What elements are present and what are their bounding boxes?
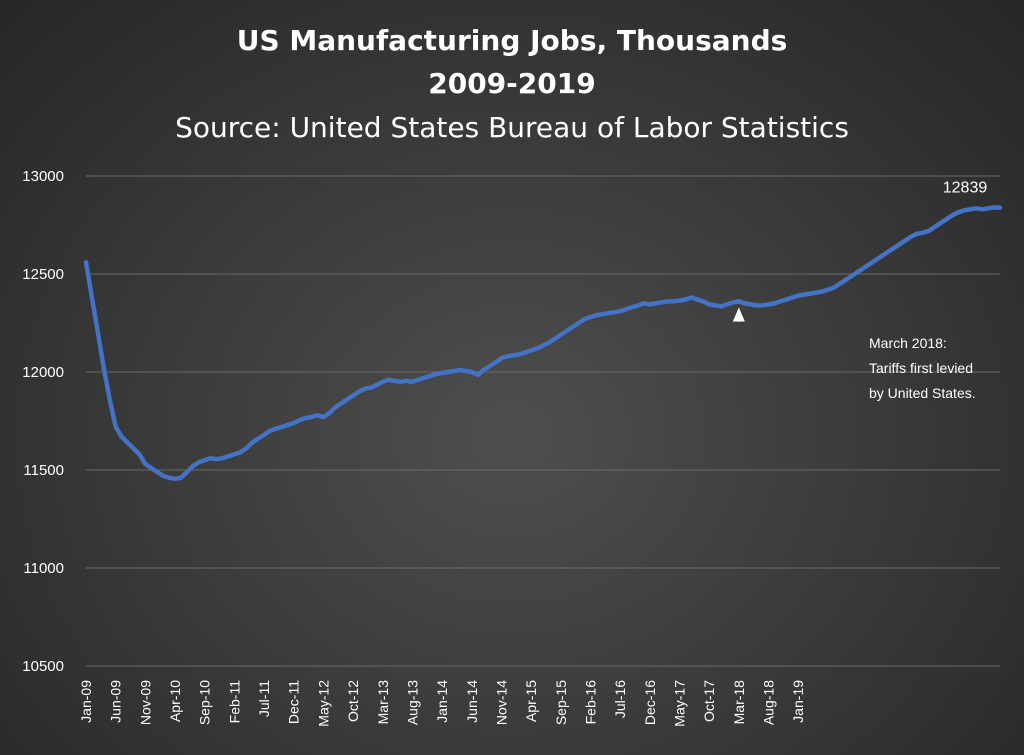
end-value-label: 12839 <box>943 180 988 197</box>
annotation-arrow-head <box>732 307 745 322</box>
x-tick-label: Sep-15 <box>553 680 569 725</box>
y-tick-label: 11000 <box>23 560 64 577</box>
x-tick-label: Jan-09 <box>78 680 94 723</box>
x-tick-label: Oct-17 <box>701 680 717 722</box>
y-tick-label: 11500 <box>23 462 64 479</box>
y-axis: 10500 11000 11500 12000 12500 13000 <box>22 168 64 675</box>
x-axis: Jan-09 Jun-09 Nov-09 Apr-10 Sep-10 Feb-11 Jul-… <box>78 680 806 727</box>
annotation-text: Tariffs first levied <box>869 360 973 376</box>
x-tick-label: May-12 <box>315 680 331 727</box>
x-tick-label: Apr-10 <box>167 680 183 722</box>
x-tick-label: May-17 <box>672 680 688 727</box>
chart-years: 2009-2019 <box>428 67 595 100</box>
x-tick-label: Aug-13 <box>404 680 420 725</box>
x-tick-label: Dec-11 <box>286 680 302 724</box>
annotation: March 2018: Tariffs first levied by United… <box>732 307 976 401</box>
chart-title: US Manufacturing Jobs, Thousands <box>237 24 788 57</box>
y-tick-label: 10500 <box>22 658 64 675</box>
annotation-text: by United States. <box>869 385 976 401</box>
x-tick-label: Dec-16 <box>642 680 658 725</box>
x-tick-label: Nov-14 <box>493 680 509 725</box>
x-tick-label: Jan-14 <box>434 680 450 723</box>
x-tick-label: Oct-12 <box>345 680 361 722</box>
y-tick-label: 12000 <box>22 364 64 381</box>
y-tick-label: 13000 <box>22 168 64 185</box>
x-tick-label: Jul-16 <box>612 680 628 718</box>
grid-lines <box>86 175 1000 667</box>
x-tick-label: Apr-15 <box>523 680 539 722</box>
x-tick-label: Aug-18 <box>761 680 777 725</box>
x-tick-label: Jun-14 <box>464 680 480 723</box>
x-tick-label: Mar-18 <box>731 680 747 725</box>
x-tick-label: Jul-11 <box>256 680 272 717</box>
y-tick-label: 12500 <box>22 266 64 283</box>
x-tick-label: Jun-09 <box>108 680 124 723</box>
annotation-text: March 2018: <box>869 335 947 351</box>
x-tick-label: Feb-16 <box>582 680 598 725</box>
x-tick-label: Sep-10 <box>197 680 213 725</box>
x-tick-label: Mar-13 <box>375 680 391 725</box>
x-tick-label: Nov-09 <box>137 680 153 725</box>
x-tick-label: Feb-11 <box>226 680 242 724</box>
series-line <box>83 205 1003 482</box>
x-tick-label: Jan-19 <box>790 680 806 723</box>
chart-source: Source: United States Bureau of Labor St… <box>175 111 849 144</box>
